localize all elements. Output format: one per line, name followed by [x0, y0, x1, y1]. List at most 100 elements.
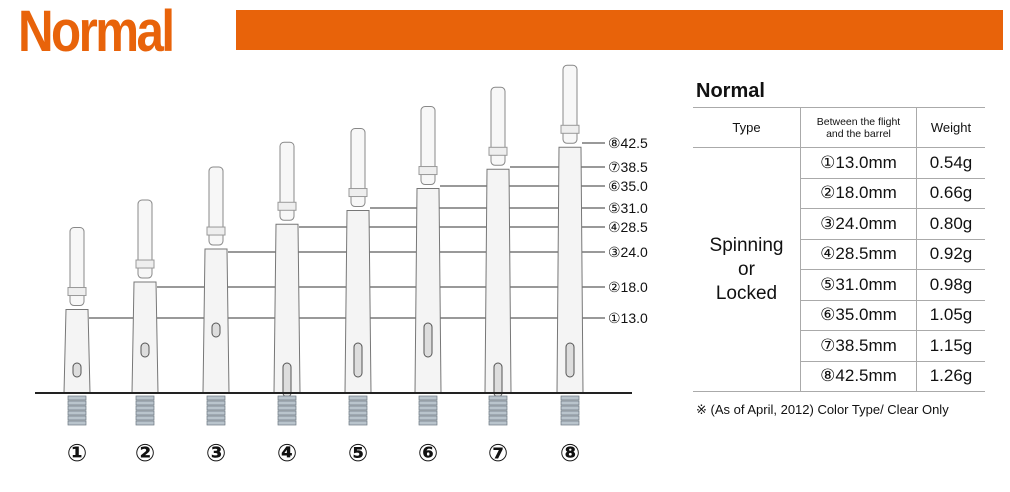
shaft-thread	[488, 395, 508, 401]
shaft-body	[414, 188, 442, 394]
title-bar	[236, 10, 1003, 50]
shaft-thread	[206, 410, 226, 416]
shaft-ring	[418, 166, 438, 176]
shaft-thread	[277, 400, 297, 406]
length-label: ⑦38.5	[608, 159, 648, 175]
header-length-line2: and the barrel	[826, 127, 891, 140]
shaft-thread	[418, 395, 438, 401]
header-type: Type	[693, 107, 801, 148]
shaft-thread	[418, 415, 438, 421]
shaft-thread	[67, 395, 87, 401]
table-header-row: Type Between the flight and the barrel We…	[693, 107, 985, 148]
length-label: ③24.0	[608, 244, 648, 260]
shaft-ring	[135, 259, 155, 269]
shaft-tip	[208, 166, 224, 246]
length-cell: ⑧42.5mm	[800, 360, 917, 392]
shaft-slot	[282, 362, 292, 398]
weight-cell: 1.05g	[916, 299, 985, 331]
shaft-thread	[560, 410, 580, 416]
shaft-number: ④	[277, 439, 297, 467]
length-label: ②18.0	[608, 279, 648, 295]
table-row: Spinning or Locked ①13.0mm 0.54g	[693, 147, 985, 392]
length-cell: ④28.5mm	[800, 238, 917, 270]
shaft-body	[202, 248, 230, 394]
weight-cell: 0.98g	[916, 269, 985, 301]
shaft-thread	[418, 410, 438, 416]
length-label: ⑥35.0	[608, 178, 648, 194]
shaft-slot	[211, 322, 221, 338]
weight-cell: 0.54g	[916, 147, 985, 179]
shaft-tip	[279, 141, 295, 221]
table-title: Normal	[696, 80, 765, 102]
shaft-ring	[560, 124, 580, 134]
table-row: ④28.5mm 0.92g	[693, 238, 985, 270]
shaft-thread	[277, 420, 297, 426]
shaft-body	[63, 309, 91, 394]
shaft-thread	[560, 395, 580, 401]
shaft-thread	[67, 415, 87, 421]
shaft-thread	[348, 420, 368, 426]
shaft-ring	[206, 226, 226, 236]
shaft-thread	[418, 420, 438, 426]
length-label: ⑤31.0	[608, 200, 648, 216]
length-cell: ⑤31.0mm	[800, 269, 917, 301]
shaft-thread	[206, 415, 226, 421]
shaft-thread	[67, 405, 87, 411]
shaft-number: ⑧	[560, 439, 580, 467]
shaft-thread	[418, 400, 438, 406]
shaft-thread	[135, 405, 155, 411]
shaft-slot	[493, 362, 503, 398]
shaft-thread	[560, 400, 580, 406]
shaft-ring	[67, 287, 87, 297]
shaft-thread	[348, 395, 368, 401]
shaft-slot	[353, 342, 363, 378]
shaft-thread	[560, 415, 580, 421]
length-cell: ②18.0mm	[800, 177, 917, 209]
shaft-tip	[562, 64, 578, 144]
length-label: ④28.5	[608, 219, 648, 235]
shaft-number: ①	[67, 439, 87, 467]
shaft-thread	[488, 415, 508, 421]
shaft-slot	[140, 342, 150, 358]
shaft-tip	[137, 199, 153, 279]
shaft-thread	[348, 410, 368, 416]
shaft-ring	[348, 188, 368, 198]
shaft-tip	[490, 86, 506, 166]
shaft-thread	[206, 400, 226, 406]
page-title: Normal	[18, 0, 175, 64]
shaft-body	[131, 281, 159, 394]
shaft-slot	[72, 362, 82, 378]
shaft-thread	[206, 420, 226, 426]
shaft-thread	[135, 420, 155, 426]
table-row: ③24.0mm 0.80g	[693, 208, 985, 240]
shaft-thread	[135, 410, 155, 416]
shaft-tip	[69, 227, 85, 307]
shaft-thread	[277, 405, 297, 411]
shaft-thread	[135, 415, 155, 421]
shaft-ring	[277, 201, 297, 211]
weight-cell: 1.26g	[916, 360, 985, 392]
shaft-figure: ①13.0 ① ②18.0 ② ③24.0 ③ ④28.5 ④ ⑤31.0 ⑤ ⑥35.0 ⑥ ⑦38.…	[35, 64, 648, 467]
spec-table: Type Between the flight and the barrel We…	[693, 107, 985, 392]
header-length: Between the flight and the barrel	[800, 107, 917, 148]
shaft-thread	[277, 395, 297, 401]
shaft-number: ③	[206, 439, 226, 467]
type-line: or	[738, 258, 755, 280]
type-line: Spinning	[709, 234, 784, 256]
shaft-thread	[488, 420, 508, 426]
shaft-number: ⑥	[418, 439, 438, 467]
shaft-number: ⑤	[348, 439, 368, 467]
footnote: ※ (As of April, 2012) Color Type/ Clear …	[696, 402, 949, 417]
shaft-thread	[67, 410, 87, 416]
header-weight: Weight	[916, 107, 985, 148]
shaft-number: ②	[135, 439, 155, 467]
shaft-number: ⑦	[488, 439, 508, 467]
type-cell: Spinning or Locked	[693, 147, 801, 392]
shaft-thread	[135, 400, 155, 406]
shaft-thread	[488, 400, 508, 406]
shaft-thread	[67, 420, 87, 426]
shaft-tip	[420, 106, 436, 186]
shaft-thread	[560, 405, 580, 411]
shaft-thread	[206, 405, 226, 411]
shaft-body	[484, 168, 512, 394]
